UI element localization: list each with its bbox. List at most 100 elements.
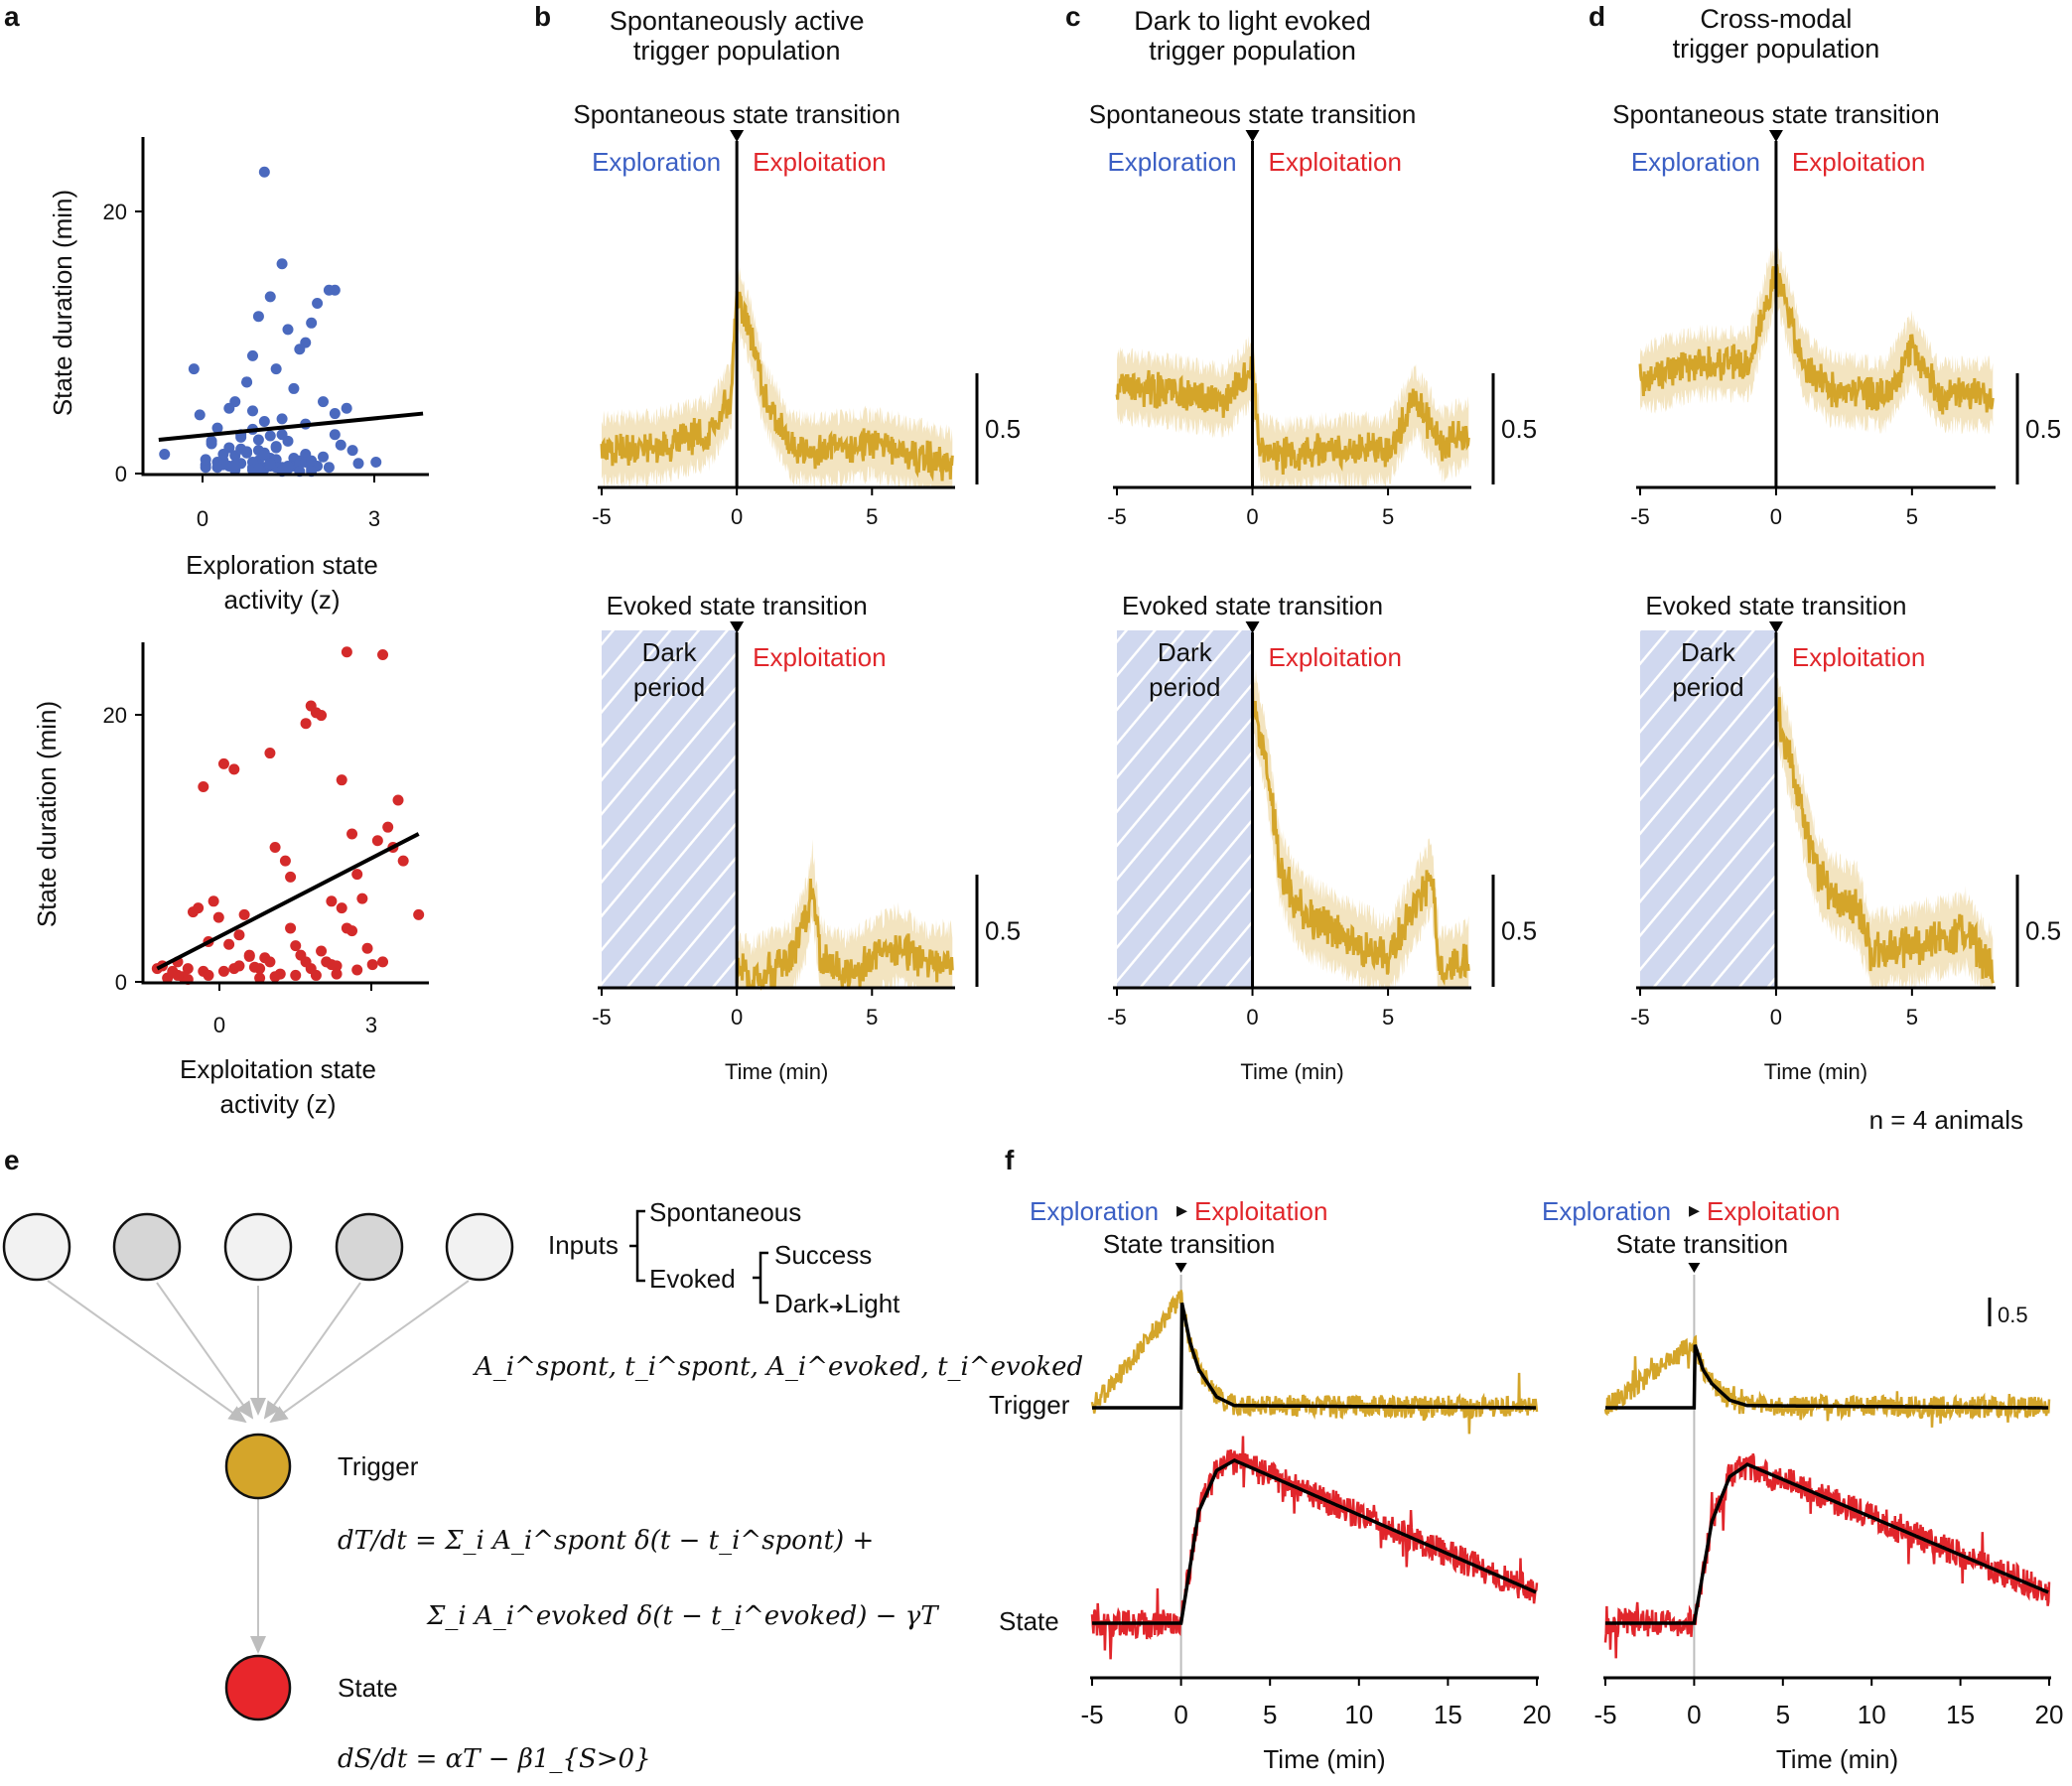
input-node-3 — [223, 1212, 293, 1282]
f-state-transition-label: State transition — [1616, 1229, 1788, 1259]
f-x-tick-label: -5 — [1593, 1700, 1616, 1729]
f-x-tick-label: 15 — [1434, 1700, 1462, 1729]
scatter-point — [290, 969, 302, 981]
x-tick-label: 0 — [1770, 1005, 1782, 1030]
f-x-tick-label: 20 — [2035, 1700, 2064, 1729]
dark-period-label-line1: Dark — [1158, 637, 1213, 667]
exploitation-label: Exploitation — [1269, 642, 1402, 672]
x-axis-label: Time (min) — [1764, 1059, 1867, 1084]
f-trigger-trace — [1603, 1334, 2051, 1428]
n-animals: n = 4 animals — [1869, 1105, 2023, 1135]
scatter-point — [217, 965, 229, 977]
transition-marker-icon — [1768, 130, 1783, 142]
trigger-trace — [735, 878, 954, 992]
x-tick-label: 0 — [1770, 504, 1782, 529]
f-trigger-row-label: Trigger — [989, 1390, 1070, 1420]
f-trigger-fit — [1605, 1344, 2049, 1410]
a-bottom-xtick-label-0: 0 — [213, 1013, 225, 1037]
a-bottom-points — [151, 646, 425, 986]
scatter-point — [306, 317, 318, 329]
transition-marker-icon — [1245, 130, 1260, 142]
trigger-trace — [1638, 264, 1995, 415]
scatter-point — [316, 710, 328, 722]
trace-error-band — [1640, 236, 1994, 435]
scatter-point — [241, 447, 253, 459]
scale-bar-label: 0.5 — [2025, 414, 2061, 444]
scatter-point — [254, 972, 266, 984]
scatter-point — [238, 908, 250, 920]
scatter-point — [223, 938, 235, 950]
scale-bar-label: 0.5 — [1501, 414, 1537, 444]
panel-label-a: a — [4, 1, 20, 32]
x-tick-label: 0 — [731, 504, 743, 529]
scatter-point — [326, 895, 338, 907]
scatter-point — [316, 945, 328, 957]
exploitation-label: Exploitation — [1792, 147, 1925, 177]
scatter-point — [270, 441, 282, 453]
scatter-point — [300, 956, 312, 968]
dark-period-shading — [1640, 630, 1776, 988]
exploration-label: Exploration — [1107, 147, 1236, 177]
panel-label-d: d — [1589, 1, 1605, 32]
f-transition-marker-icon — [1174, 1263, 1187, 1273]
state-equation: dS/dt = αT − β1_{S>0} — [338, 1744, 651, 1774]
scatter-point — [300, 718, 312, 730]
scatter-point — [370, 456, 382, 468]
scatter-point — [326, 959, 338, 971]
a-bottom-ylabel: State duration (min) — [32, 701, 62, 927]
trace-error-band — [1117, 335, 1469, 487]
scale-bar-label: 0.5 — [1501, 916, 1537, 946]
scatter-point — [335, 439, 346, 451]
scatter-point — [377, 956, 389, 968]
trace-error-band — [1775, 662, 1994, 988]
x-tick-label: 5 — [866, 504, 878, 529]
f-state-row-label: State — [999, 1606, 1059, 1636]
scatter-point — [258, 415, 270, 427]
trigger-node — [224, 1433, 292, 1500]
evoked-transition-label: Evoked state transition — [1645, 591, 1906, 620]
x-tick-label: 0 — [1246, 1005, 1258, 1030]
f-trigger-trace — [1090, 1290, 1539, 1435]
a-top-xlabel-line2: activity (z) — [224, 585, 341, 615]
scatter-point — [258, 450, 270, 462]
scatter-point — [198, 780, 209, 792]
x-axis-label: Time (min) — [1240, 1059, 1343, 1084]
panel-label-f: f — [1005, 1145, 1015, 1175]
scatter-point — [167, 967, 179, 979]
column-title-line2: trigger population — [633, 36, 841, 66]
model-parameters: A_i^spont, t_i^spont, A_i^evoked, t_i^ev… — [473, 1352, 1083, 1382]
f-x-tick-label: 5 — [1263, 1700, 1277, 1729]
scale-bar-label: 0.5 — [985, 414, 1021, 444]
a-bottom-regression-line — [156, 832, 420, 971]
f-x-tick-label: 0 — [1174, 1700, 1187, 1729]
transition-marker-icon — [730, 621, 745, 633]
f-x-axis-label: Time (min) — [1776, 1744, 1898, 1774]
a-bottom-xlabel-line2: activity (z) — [220, 1089, 337, 1119]
state-label: State — [338, 1673, 398, 1703]
scatter-point — [247, 349, 258, 361]
a-top-xtick-label-0: 0 — [197, 506, 208, 531]
scatter-point — [258, 166, 270, 178]
f-arrow-icon: ▸ — [1176, 1197, 1187, 1222]
f-x-tick-label: -5 — [1080, 1700, 1103, 1729]
scatter-point — [377, 648, 389, 660]
x-tick-label: 5 — [1382, 1005, 1394, 1030]
exploration-label: Exploration — [1631, 147, 1760, 177]
exploitation-label: Exploitation — [753, 642, 886, 672]
scatter-point — [269, 971, 281, 983]
dark-period-label-line1: Dark — [1681, 637, 1736, 667]
scatter-point — [323, 462, 335, 474]
x-tick-label: -5 — [1107, 1005, 1127, 1030]
scatter-point — [252, 463, 264, 475]
column-title-line1: Spontaneously active — [610, 6, 865, 36]
input-arrow-4 — [263, 1282, 361, 1420]
scatter-point — [294, 343, 306, 355]
transition-marker-icon — [1245, 621, 1260, 633]
scatter-point — [366, 959, 378, 971]
panel-label-e: e — [4, 1145, 20, 1175]
f-exploitation-label: Exploitation — [1194, 1196, 1327, 1226]
